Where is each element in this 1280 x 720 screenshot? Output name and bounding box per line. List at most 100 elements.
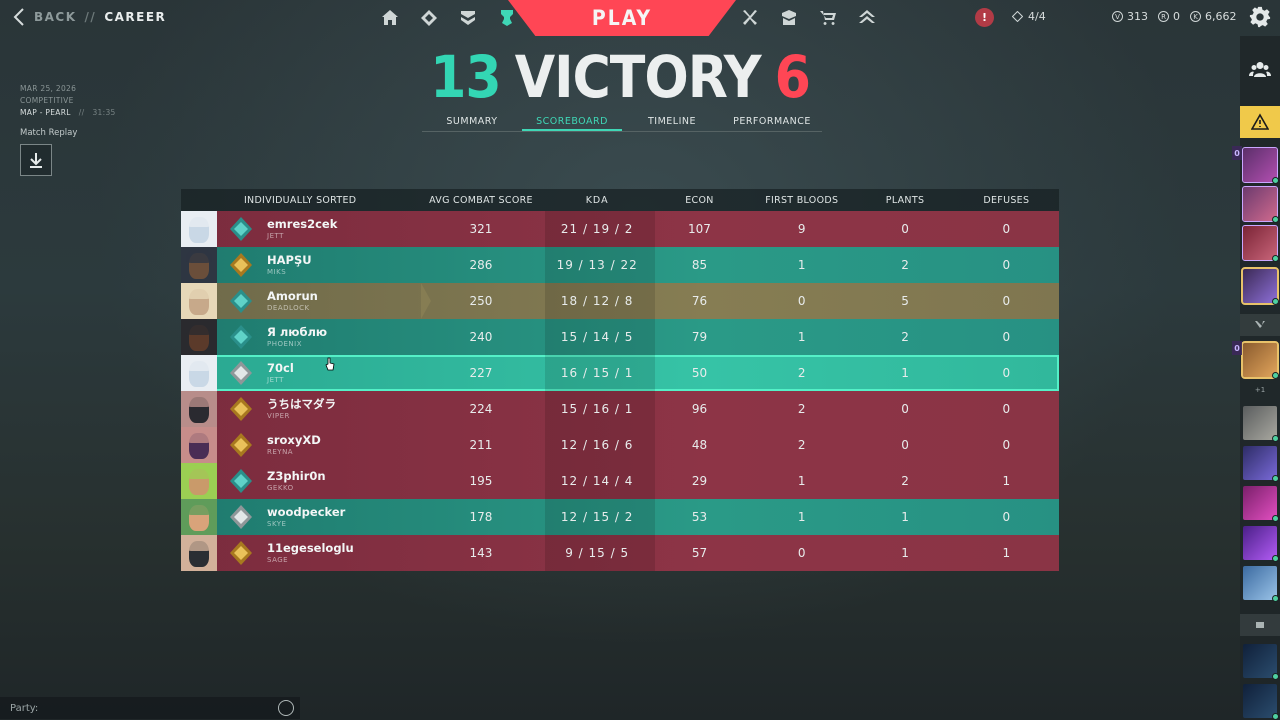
player-name[interactable]: うちはマダラ [267,397,336,411]
player-row[interactable]: HAPŞU MIKS 286 19 / 13 / 22 85 1 2 0 [181,247,1059,283]
player-row[interactable]: Amorun DEADLOCK 250 18 / 12 / 8 76 0 5 0 [181,283,1059,319]
friend-avatar[interactable] [1243,406,1279,442]
player-row[interactable]: うちはマダラ VIPER 224 15 / 16 / 1 96 2 0 0 [181,391,1059,427]
home-icon[interactable] [370,0,409,36]
tab-performance[interactable]: PERFORMANCE [733,116,811,127]
agent-portrait[interactable] [181,463,217,499]
friend-avatar[interactable] [1241,267,1279,305]
agent-portrait[interactable] [181,499,217,535]
party-chat-bar[interactable]: Party: [0,697,300,719]
career-icon[interactable] [487,0,526,36]
friends-divider[interactable] [1240,314,1280,336]
back-button[interactable]: BACK // CAREER [12,8,166,26]
battlepass-icon[interactable] [448,0,487,36]
chat-send-icon[interactable] [278,700,294,716]
store-icon[interactable] [808,0,847,36]
breadcrumb-career[interactable]: CAREER [104,10,167,24]
friend-avatar[interactable] [1243,644,1279,680]
friend-avatar[interactable] [1243,684,1279,720]
friend-avatar[interactable]: 0 [1232,146,1279,184]
agent-portrait[interactable] [181,535,217,571]
alert-icon[interactable]: ! [975,8,994,27]
agent-portrait[interactable] [181,355,217,391]
header-first-bloods[interactable]: FIRST BLOODS [765,194,839,206]
agent-portrait[interactable] [181,283,217,319]
player-name[interactable]: emres2cek [267,217,338,231]
rank-icon[interactable] [227,323,255,351]
friend-avatar[interactable] [1242,186,1279,223]
social-people-icon[interactable] [1240,50,1280,90]
agent-portrait[interactable] [181,247,217,283]
rank-icon[interactable] [227,539,255,567]
rank-icon[interactable] [227,395,255,423]
acs-value: 321 [469,222,493,236]
warning-icon[interactable] [1240,106,1280,138]
agent-name: SAGE [267,556,289,564]
player-name[interactable]: Amorun [267,289,318,303]
acs-value: 178 [469,510,493,524]
tab-summary[interactable]: SUMMARY [446,116,498,127]
player-name[interactable]: Z3phir0n [267,469,326,483]
friend-avatar[interactable] [1243,526,1279,562]
gear-icon[interactable] [1249,6,1271,28]
kda-value: 21 / 19 / 2 [560,222,634,236]
agent-contracts-icon[interactable] [769,0,808,36]
friend-avatar[interactable] [1243,566,1279,602]
econ-value: 79 [691,330,708,344]
friend-avatar[interactable] [1242,225,1279,262]
tab-timeline[interactable]: TIMELINE [647,116,696,127]
rank-icon[interactable] [227,251,255,279]
kingdom-credits-value: 6,662 [1205,10,1237,23]
header-player[interactable]: INDIVIDUALLY SORTED [243,194,357,206]
party-size-indicator[interactable]: 4/4 [1012,10,1046,23]
online-status [1272,595,1279,602]
player-row[interactable]: emres2cek JETT 321 21 / 19 / 2 107 9 0 0 [181,211,1059,247]
friend-avatar[interactable]: 0 [1232,341,1279,379]
player-name[interactable]: Я люблю [267,325,328,339]
econ-value: 57 [691,546,708,560]
download-icon [30,153,42,168]
tab-scoreboard[interactable]: SCOREBOARD [522,113,622,131]
player-row[interactable]: 11egeseloglu SAGE 143 9 / 15 / 5 57 0 1 1 [181,535,1059,571]
player-row[interactable]: sroxyXD REYNA 211 12 / 16 / 6 48 2 0 0 [181,427,1059,463]
player-name[interactable]: sroxyXD [267,433,321,447]
player-name[interactable]: woodpecker [267,505,346,519]
rank-icon[interactable] [227,503,255,531]
ally-score: 13 [430,43,502,111]
collection-icon[interactable] [730,0,769,36]
plants-value: 2 [901,258,909,272]
header-econ[interactable]: ECON [685,194,714,206]
agent-portrait[interactable] [181,319,217,355]
player-name[interactable]: HAPŞU [267,253,312,267]
agents-icon[interactable] [409,0,448,36]
friend-avatar[interactable] [1243,486,1279,522]
league-divider[interactable] [1240,614,1280,636]
player-name[interactable]: 70cl [267,361,294,375]
player-row[interactable]: woodpecker SKYE 178 12 / 15 / 2 53 1 1 0 [181,499,1059,535]
rank-icon[interactable] [227,467,255,495]
player-row[interactable]: Z3phir0n GEKKO 195 12 / 14 / 4 29 1 2 1 [181,463,1059,499]
match-tabs: SUMMARY SCOREBOARD TIMELINE PERFORMANCE [422,113,822,132]
rank-icon[interactable] [227,431,255,459]
rank-progress-icon[interactable] [847,0,886,36]
header-defuses[interactable]: DEFUSES [983,194,1030,206]
header-acs[interactable]: AVG COMBAT SCORE [429,194,533,206]
agent-portrait[interactable] [181,391,217,427]
download-replay-button[interactable] [20,144,52,176]
party-marker [421,283,431,319]
header-kda[interactable]: KDA [585,194,609,206]
header-plants[interactable]: PLANTS [885,194,925,206]
agent-portrait[interactable] [181,427,217,463]
kda-value: 16 / 15 / 1 [560,366,634,380]
rank-icon[interactable] [227,215,255,243]
rank-icon[interactable] [227,359,255,387]
player-row[interactable]: 70cl JETT 227 16 / 15 / 1 50 2 1 0 [181,355,1059,391]
play-button[interactable]: PLAY [508,0,736,36]
rank-icon[interactable] [227,287,255,315]
player-name[interactable]: 11egeseloglu [267,541,354,555]
defuses-value: 0 [1002,438,1011,452]
player-row[interactable]: Я люблю PHOENIX 240 15 / 14 / 5 79 1 2 0 [181,319,1059,355]
friend-avatar[interactable] [1243,446,1279,482]
agent-portrait[interactable] [181,211,217,247]
